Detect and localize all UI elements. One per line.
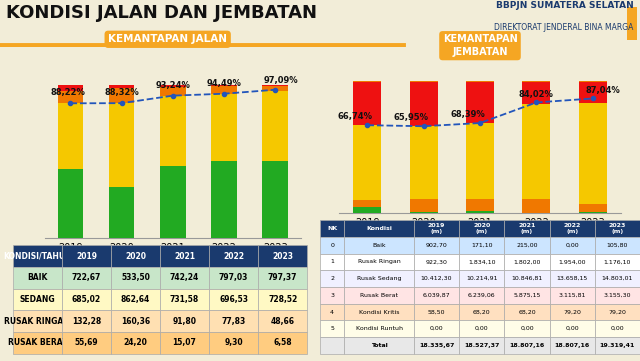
Bar — [109, 85, 134, 88]
Bar — [160, 166, 186, 238]
Text: 66,74%: 66,74% — [337, 112, 372, 121]
Text: 65,95%: 65,95% — [394, 113, 429, 122]
Bar — [211, 161, 237, 238]
Bar — [353, 82, 381, 125]
Bar — [58, 103, 83, 169]
Bar — [58, 85, 83, 91]
Bar — [522, 104, 550, 199]
Bar — [410, 126, 438, 199]
Text: 84,02%: 84,02% — [519, 90, 554, 99]
Bar — [579, 204, 607, 212]
Bar — [211, 94, 237, 161]
Bar — [353, 125, 381, 200]
Bar — [353, 200, 381, 206]
Bar — [410, 212, 438, 213]
Bar — [109, 187, 134, 238]
Text: KONDISI JALAN DAN JEMBATAN: KONDISI JALAN DAN JEMBATAN — [6, 4, 317, 22]
Text: 94,49%: 94,49% — [207, 79, 241, 88]
Bar — [109, 88, 134, 103]
Text: BBPJN SUMATERA SELATAN: BBPJN SUMATERA SELATAN — [496, 1, 634, 10]
Bar — [410, 199, 438, 212]
Bar — [211, 86, 237, 94]
Text: 93,24%: 93,24% — [156, 81, 190, 90]
Text: DIREKTORAT JENDERAL BINA MARGA: DIREKTORAT JENDERAL BINA MARGA — [494, 22, 634, 31]
Bar — [109, 103, 134, 187]
Bar — [262, 86, 288, 91]
Bar — [262, 91, 288, 161]
Bar — [160, 85, 186, 87]
Bar — [160, 96, 186, 166]
Text: 88,32%: 88,32% — [104, 88, 139, 97]
FancyBboxPatch shape — [627, 7, 637, 40]
Bar — [466, 212, 494, 213]
Bar — [58, 91, 83, 103]
Bar — [579, 212, 607, 213]
Bar — [522, 199, 550, 213]
Text: 97,09%: 97,09% — [264, 76, 299, 85]
Text: 88,22%: 88,22% — [51, 88, 85, 97]
Bar — [262, 85, 288, 86]
Text: 68,39%: 68,39% — [450, 110, 485, 119]
Bar — [160, 87, 186, 96]
Bar — [466, 199, 494, 212]
Bar — [466, 82, 494, 123]
Bar — [579, 104, 607, 204]
Bar — [58, 169, 83, 238]
Bar — [522, 82, 550, 104]
Text: KEMANTAPAN
JEMBATAN: KEMANTAPAN JEMBATAN — [443, 35, 517, 57]
Bar — [353, 206, 381, 213]
Text: 87,04%: 87,04% — [586, 86, 620, 95]
Bar — [211, 85, 237, 86]
Bar — [466, 123, 494, 199]
Text: KEMANTAPAN JALAN: KEMANTAPAN JALAN — [108, 34, 227, 44]
Bar — [410, 82, 438, 126]
Bar — [262, 161, 288, 238]
Bar — [579, 82, 607, 104]
